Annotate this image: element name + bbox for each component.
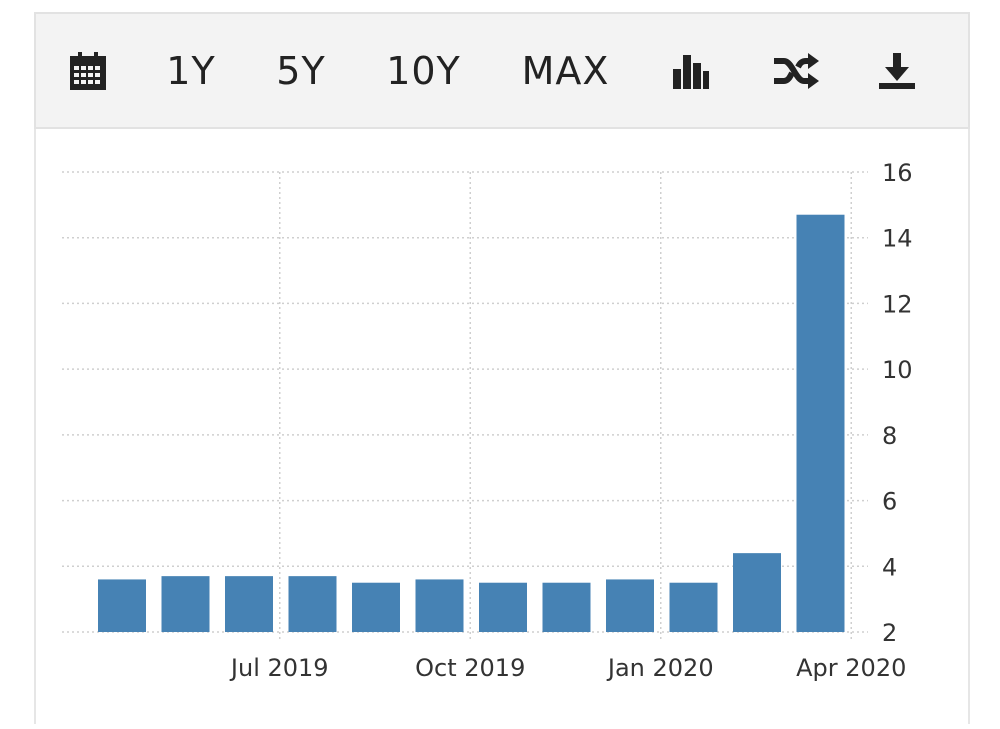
- bar[interactable]: [352, 582, 400, 632]
- chart-frame: [34, 12, 970, 724]
- y-tick-label: 6: [882, 488, 897, 516]
- y-tick-label: 10: [882, 356, 913, 384]
- bar[interactable]: [542, 582, 591, 632]
- calendar-icon[interactable]: [62, 14, 114, 127]
- chart-toolbar: 1Y 5Y 10Y MAX: [34, 12, 970, 129]
- bar[interactable]: [479, 582, 527, 632]
- range-10y-button[interactable]: 10Y: [386, 48, 461, 93]
- bar[interactable]: [161, 576, 210, 632]
- range-max-button[interactable]: MAX: [521, 48, 610, 93]
- y-tick-label: 14: [882, 225, 913, 253]
- bar[interactable]: [415, 579, 464, 632]
- x-tick-label: Oct 2019: [415, 654, 525, 682]
- download-icon[interactable]: [872, 14, 922, 127]
- x-tick-label: Jul 2019: [229, 654, 329, 682]
- bar[interactable]: [225, 576, 273, 632]
- y-tick-label: 4: [882, 553, 897, 581]
- bar[interactable]: [288, 576, 337, 632]
- bar[interactable]: [606, 579, 654, 632]
- y-tick-label: 12: [882, 290, 913, 318]
- bar[interactable]: [98, 579, 146, 632]
- x-tick-label: Apr 2020: [796, 654, 906, 682]
- bar[interactable]: [733, 553, 781, 632]
- y-tick-label: 8: [882, 422, 897, 450]
- bar[interactable]: [796, 214, 845, 632]
- bar[interactable]: [669, 582, 718, 632]
- range-5y-button[interactable]: 5Y: [276, 48, 326, 93]
- shuffle-icon[interactable]: [768, 14, 824, 127]
- y-tick-label: 16: [882, 159, 913, 187]
- range-1y-button[interactable]: 1Y: [166, 48, 216, 93]
- x-tick-label: Jan 2020: [606, 654, 714, 682]
- y-tick-label: 2: [882, 619, 897, 647]
- bar-chart-icon[interactable]: [666, 14, 716, 127]
